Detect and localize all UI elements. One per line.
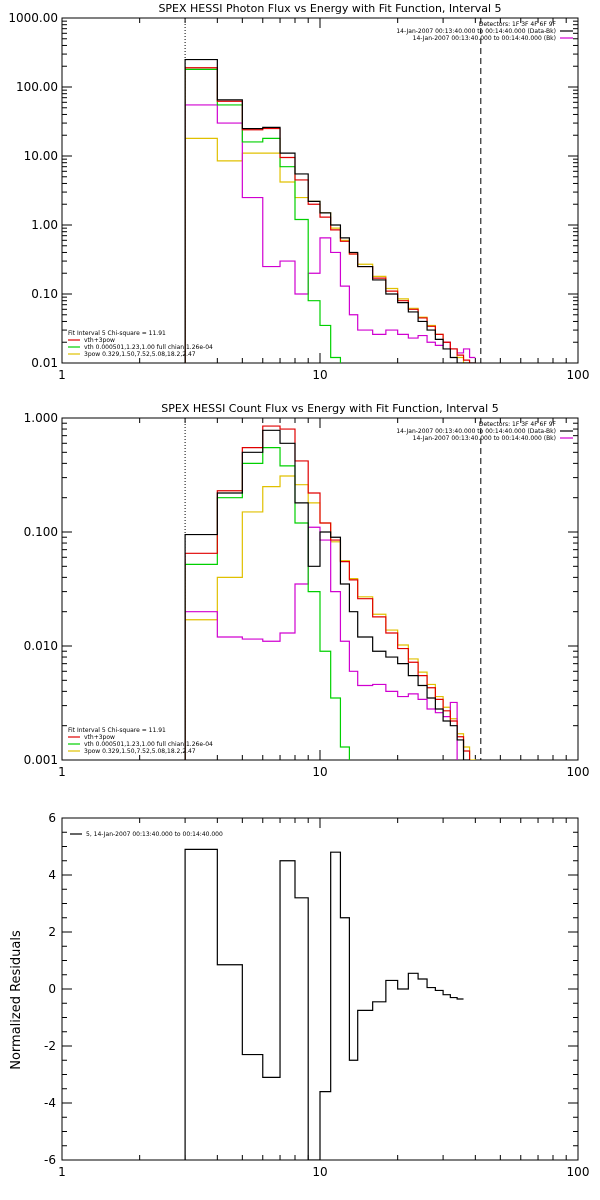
- y-tick-label: 0: [48, 982, 56, 996]
- y-tick-label: 4: [48, 868, 56, 882]
- x-tick-label: 1: [58, 368, 66, 382]
- y-tick-label: 2: [48, 925, 56, 939]
- legend-top-line: Detectors: 1F 3F 4F 6F 9F: [479, 21, 557, 28]
- y-tick-label: 1000.00: [8, 11, 58, 25]
- legend-line: 3pow 0.329,1.50,7.52,5.08,18.2,2.47: [84, 748, 196, 755]
- x-tick-label: 100: [567, 1165, 590, 1179]
- count-flux-title: SPEX HESSI Count Flux vs Energy with Fit…: [161, 402, 498, 415]
- series-line-vth: [184, 446, 350, 760]
- series-line-bk: [184, 526, 458, 760]
- y-tick-label: 100.00: [16, 80, 58, 94]
- y-tick-label: 0.100: [24, 525, 58, 539]
- x-tick-label: 1: [58, 1165, 66, 1179]
- x-tick-label: 10: [312, 1165, 327, 1179]
- y-tick-label: -2: [44, 1039, 56, 1053]
- series-line-data-bk: [184, 58, 476, 363]
- x-tick-label: 10: [312, 765, 327, 779]
- y-tick-label: 6: [48, 811, 56, 825]
- y-tick-label: -4: [44, 1096, 56, 1110]
- y-tick-label: -6: [44, 1153, 56, 1167]
- legend-header: Fit Interval 5 Chi-square = 11.91: [68, 330, 166, 337]
- y-tick-label: 0.10: [31, 287, 58, 301]
- photon-flux-title: SPEX HESSI Photon Flux vs Energy with Fi…: [158, 2, 501, 15]
- count-flux-panel: SPEX HESSI Count Flux vs Energy with Fit…: [24, 402, 590, 779]
- legend-top-line: 14-Jan-2007 00:13:40.000 to 00:14:40.000…: [396, 428, 556, 435]
- residuals-ylabel: Normalized Residuals: [9, 930, 24, 1070]
- legend-line: vth+3pow: [84, 734, 115, 741]
- y-tick-label: 0.01: [31, 356, 58, 370]
- y-tick-label: 1.000: [24, 411, 58, 425]
- series-line-residuals: [184, 848, 464, 1160]
- series-line-vth: [184, 68, 342, 363]
- y-tick-label: 10.00: [24, 149, 58, 163]
- legend-top-line: 14-Jan-2007 00:13:40.000 to 00:14:40.000…: [413, 35, 556, 42]
- residuals-panel: Normalized Residuals 1 10 100 6 4 2 0 -2 -4 -6 5, …: [9, 811, 589, 1179]
- x-tick-label: 100: [567, 368, 590, 382]
- legend-line: 5, 14-Jan-2007 00:13:40.000 to 00:14:40.…: [86, 831, 223, 838]
- y-tick-label: 1.00: [31, 218, 58, 232]
- series-line-data-bk: [184, 429, 471, 760]
- x-tick-label: 100: [567, 765, 590, 779]
- y-tick-label: 0.001: [24, 753, 58, 767]
- legend-top-line: 14-Jan-2007 00:13:40.000 to 00:14:40.000…: [396, 28, 556, 35]
- legend-line: vth 0.000501,1.23,1.00 full chian 1.26e-…: [84, 741, 213, 748]
- y-tick-label: 0.010: [24, 639, 58, 653]
- series-line-vth-3pow: [184, 425, 471, 760]
- legend-top-line: Detectors: 1F 3F 4F 6F 9F: [479, 421, 557, 428]
- photon-flux-panel: SPEX HESSI Photon Flux vs Energy with Fi…: [8, 2, 590, 382]
- legend-line: vth+3pow: [84, 337, 115, 344]
- plot-frame: [61, 417, 579, 761]
- x-tick-label: 10: [312, 368, 327, 382]
- legend-line: vth 0.000501,1.23,1.00 full chian 1.26e-…: [84, 344, 213, 351]
- legend-top-line: 14-Jan-2007 00:13:40.000 to 00:14:40.000…: [413, 435, 556, 442]
- x-tick-label: 1: [58, 765, 66, 779]
- legend-line: 3pow 0.329,1.50,7.52,5.08,18.2,2.47: [84, 351, 196, 358]
- series-line-3pow: [184, 475, 476, 760]
- legend-header: Fit Interval 5 Chi-square = 11.91: [68, 727, 166, 734]
